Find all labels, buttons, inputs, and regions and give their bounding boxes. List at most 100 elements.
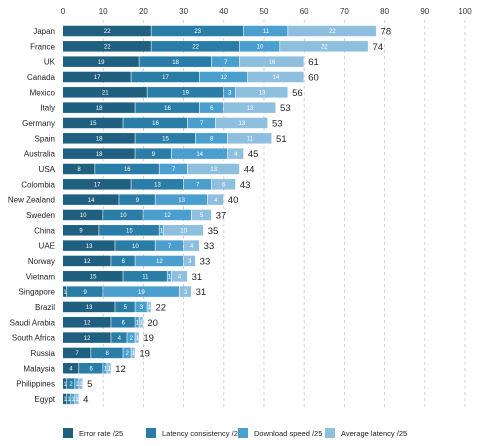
segment-value-label: 16 xyxy=(124,167,131,173)
bar-segment xyxy=(119,194,155,205)
segment-value-label: 1 xyxy=(71,397,75,403)
bar-segment xyxy=(79,363,103,374)
segment-value-label: 1 xyxy=(75,397,79,403)
segment-value-label: 4 xyxy=(118,336,122,342)
x-tick-label: 20 xyxy=(139,7,148,16)
bar-segment xyxy=(183,179,212,190)
total-value-label: 31 xyxy=(192,272,203,283)
bar-segment xyxy=(103,286,179,297)
legend-swatch xyxy=(238,428,248,438)
segment-value-label: 23 xyxy=(194,29,201,35)
legend-swatch xyxy=(63,428,73,438)
bar-segment xyxy=(151,25,244,37)
bar-segment xyxy=(63,363,79,374)
legend-label: Latency consistency /25 xyxy=(162,429,242,438)
total-value-label: 60 xyxy=(308,72,319,83)
bar-segment xyxy=(135,301,147,313)
segment-value-label: 14 xyxy=(273,75,280,81)
bar-segment xyxy=(183,255,196,267)
bar-segment xyxy=(235,87,288,98)
bar-segment xyxy=(135,148,171,159)
bar-segment xyxy=(91,347,123,359)
bar-segment xyxy=(63,317,111,328)
segment-value-label: 14 xyxy=(88,198,95,204)
category-label: Russia xyxy=(31,349,56,358)
bar-segment xyxy=(215,117,268,129)
segment-value-label: 1 xyxy=(108,366,112,372)
legend-swatch xyxy=(325,428,335,438)
total-value-label: 61 xyxy=(308,57,319,68)
segment-value-label: 5 xyxy=(124,305,128,311)
bar-segment xyxy=(127,332,135,343)
bar-segment xyxy=(123,347,131,359)
category-label: New Zealand xyxy=(8,196,55,205)
segment-value-label: 7 xyxy=(200,121,204,127)
category-label: Canada xyxy=(27,73,56,82)
total-value-label: 43 xyxy=(240,180,251,191)
segment-value-label: 19 xyxy=(138,290,145,296)
total-value-label: 33 xyxy=(204,241,215,252)
segment-value-label: 12 xyxy=(220,75,227,81)
bar-segment xyxy=(63,271,123,282)
bar-segment xyxy=(111,332,127,343)
total-value-label: 51 xyxy=(276,134,287,145)
segment-value-label: 13 xyxy=(178,198,185,204)
category-label: Singapore xyxy=(19,288,56,297)
segment-value-label: 15 xyxy=(162,137,169,143)
segment-value-label: 10 xyxy=(132,244,139,250)
segment-value-label: 13 xyxy=(247,106,254,112)
segment-value-label: 13 xyxy=(86,305,93,311)
bar-segment xyxy=(227,148,244,159)
total-value-label: 31 xyxy=(196,287,207,298)
category-label: Brazil xyxy=(35,303,55,312)
bar-segment xyxy=(163,225,204,236)
bar-segment xyxy=(191,209,212,221)
bar-segment xyxy=(63,102,135,113)
segment-value-label: 8 xyxy=(210,137,214,143)
legend-item: Average latency /25 xyxy=(325,428,407,438)
segment-value-label: 19 xyxy=(98,60,105,66)
segment-value-label: 10 xyxy=(80,213,87,219)
category-label: UK xyxy=(44,58,56,67)
bar-segment xyxy=(99,225,159,236)
total-value-label: 35 xyxy=(208,226,219,237)
total-value-label: 53 xyxy=(272,118,283,129)
segment-value-label: 12 xyxy=(164,213,171,219)
total-value-label: 12 xyxy=(115,364,126,375)
bar-segment xyxy=(223,102,276,113)
bar-segment xyxy=(63,255,111,267)
bar-segment xyxy=(63,41,151,52)
segment-value-label: 17 xyxy=(94,75,101,81)
segment-value-label: 13 xyxy=(239,121,246,127)
category-label: Malaysia xyxy=(23,364,55,373)
bar-segment xyxy=(63,148,135,159)
segment-value-label: 7 xyxy=(172,167,176,173)
total-value-label: 56 xyxy=(292,88,303,99)
category-label: Vietnam xyxy=(26,272,56,281)
category-label: Saudi Arabia xyxy=(10,318,56,327)
segment-value-label: 12 xyxy=(84,336,91,342)
category-label: France xyxy=(30,42,55,51)
segment-value-label: 6 xyxy=(210,106,214,112)
x-tick-label: 50 xyxy=(260,7,269,16)
bar-segment xyxy=(123,117,188,129)
total-value-label: 33 xyxy=(200,256,211,267)
segment-value-label: 18 xyxy=(96,137,103,143)
segment-value-label: 15 xyxy=(90,274,97,280)
category-label: USA xyxy=(39,165,56,174)
bar-segment xyxy=(95,163,159,175)
bar-segment xyxy=(239,56,304,67)
category-label: Egypt xyxy=(35,395,56,404)
bar-segment xyxy=(211,179,236,190)
bar-segment xyxy=(131,71,200,83)
bar-segment xyxy=(63,301,115,313)
bar-segment xyxy=(199,71,248,83)
bar-segment xyxy=(159,163,188,175)
segment-value-label: 13 xyxy=(210,167,217,173)
segment-value-label: 16 xyxy=(269,60,276,66)
bar-segment xyxy=(75,378,79,389)
bar-segment xyxy=(139,56,212,67)
total-value-label: 4 xyxy=(83,394,88,405)
segment-value-label: 9 xyxy=(136,198,140,204)
segment-value-label: 2 xyxy=(126,351,130,357)
